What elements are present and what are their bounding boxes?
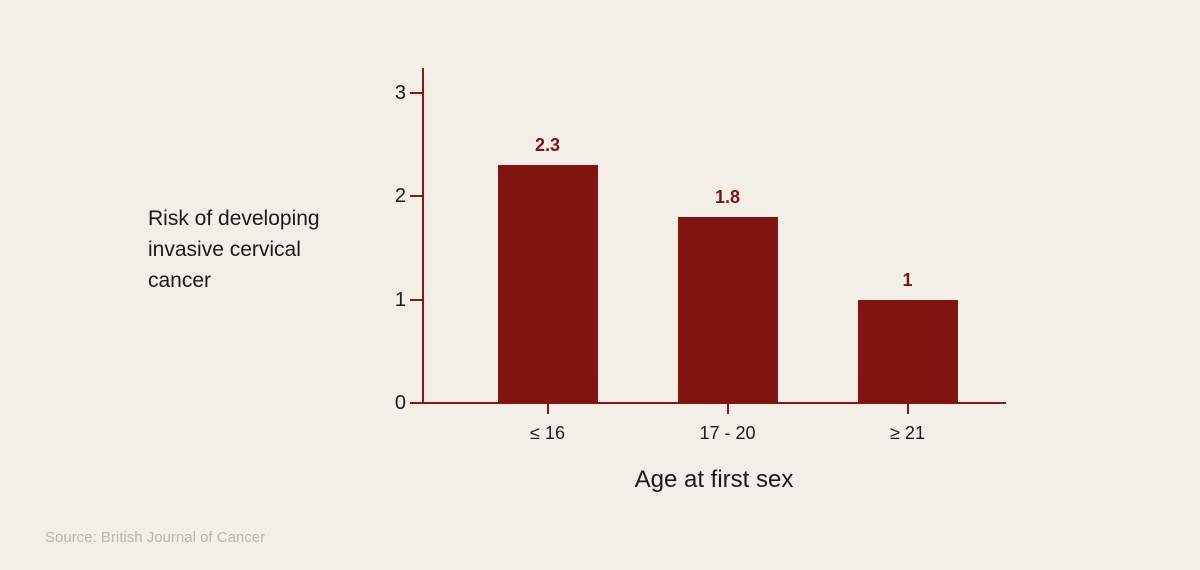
y-tick-label: 2 [394,185,406,208]
x-tick-label: 17 - 20 [699,423,756,443]
bar [497,165,598,403]
bar-value-label: 1.8 [714,187,741,208]
bar [857,299,958,403]
y-tick-mark [410,92,423,95]
bar-value-label: 1 [902,269,913,290]
y-axis-label: Risk of developing invasive cervical can… [148,207,320,292]
y-tick-label: 0 [394,392,406,414]
y-tick-label: 3 [394,82,406,105]
bar [677,217,778,403]
bar-value-label: 2.3 [534,135,561,156]
y-tick-mark [410,195,423,198]
x-tick-mark [546,404,549,414]
x-axis-line [410,402,1006,404]
y-tick-label: 1 [394,288,406,311]
x-tick-mark [906,404,909,414]
x-tick-mark [726,404,729,414]
y-tick-mark [410,298,423,301]
y-axis-line [422,68,424,404]
source-note: Source: British Journal of Cancer [45,529,266,546]
x-tick-label: ≤ 16 [530,423,565,443]
x-tick-label: ≥ 21 [890,423,925,443]
x-axis-title: Age at first sex [634,466,794,493]
